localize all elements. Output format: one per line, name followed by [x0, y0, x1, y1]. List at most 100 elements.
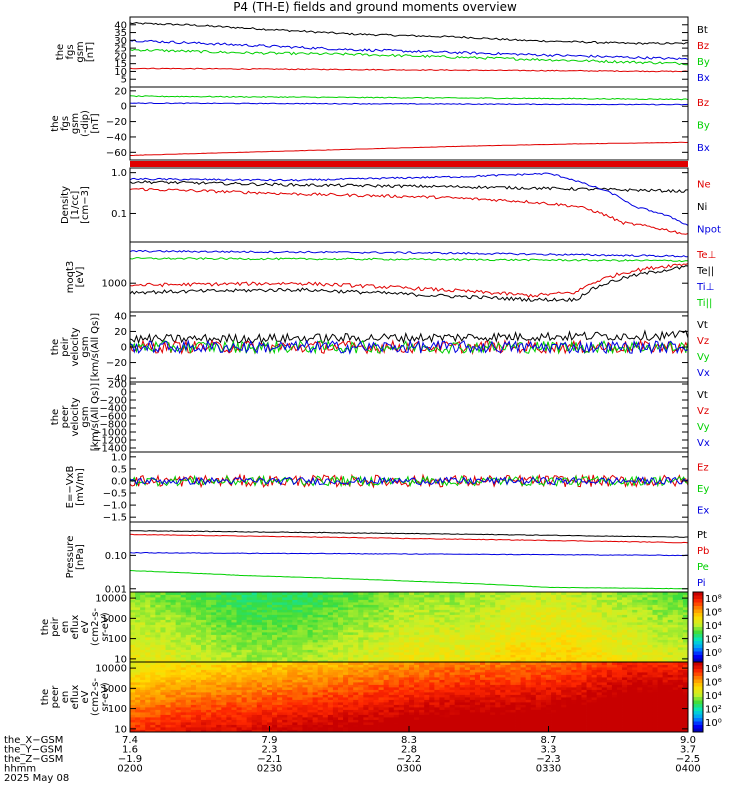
separator-bar — [130, 161, 688, 167]
legend-label: Pb — [697, 546, 709, 557]
series-line-Vx — [129, 338, 689, 355]
panel-3: Ne Ni Npot 1.0 0.1 Density [1/cc] [cm−3] — [60, 167, 721, 243]
heatmap-cells — [130, 662, 689, 733]
legend-label: Vt — [697, 320, 708, 331]
colorbar-segment — [693, 655, 703, 659]
legend-label: Vx — [697, 368, 710, 379]
colorbar: 10⁸ 10⁶ 10⁴ 10² 10⁰ — [692, 591, 722, 663]
y-axis-label-line: [mV/m] — [75, 468, 86, 506]
series-line-Pb — [129, 533, 689, 544]
legend-label: Bt — [697, 25, 708, 36]
y-axis-label-line: en — [60, 691, 71, 704]
y-axis-label-line: gsm — [75, 41, 86, 62]
y-tick-label: −0.5 — [103, 489, 127, 500]
y-tick-label: 20 — [114, 86, 127, 97]
panel-4: Te⊥ Te|| Ti⊥ Ti|| 1000 moqt3 [eV] — [65, 241, 716, 313]
y-tick-label: −400 — [100, 404, 127, 415]
y-axis-label-line: the — [55, 44, 66, 60]
colorbar: 10⁸ 10⁶ 10⁴ 10² 10⁰ — [692, 661, 722, 733]
x-tick-label: 8.7 — [541, 735, 557, 746]
y-axis-label: Pressure [nPa] — [65, 536, 86, 579]
legend-label: Pt — [697, 530, 707, 541]
colorbar-segment — [693, 728, 703, 733]
panel-5: Vt Vz Vy Vx 40 20 0 −20 −40 the peir velocity gsm [km… — [50, 311, 710, 384]
y-axis-label-line: the — [40, 689, 51, 705]
y-tick-label: 0 — [121, 343, 127, 354]
y-tick-label: −600 — [100, 412, 127, 423]
colorbar-tick-label: 10⁰ — [705, 648, 722, 659]
colorbar-tick-label: 10² — [705, 635, 722, 646]
legend-label: Vz — [697, 406, 709, 417]
y-axis-label-line: sr-eV) — [100, 682, 111, 711]
colorbar-tick-label: 10⁶ — [705, 678, 722, 689]
x-tick-label: 3.7 — [680, 745, 696, 756]
panel-frame — [129, 381, 689, 453]
x-tick-label: 1.6 — [122, 745, 138, 756]
legend-label: Ex — [697, 505, 709, 516]
panel-6: Vt Vz Vy Vx 2000−200−400−600−800−1000−1200−1… — [50, 380, 710, 455]
x-row-label: 2025 May 08 — [4, 773, 69, 784]
series-line-Bx — [129, 39, 689, 61]
y-tick-label: −1200 — [93, 436, 127, 447]
panel-7: Ez Ey Ex 1.00.50.0 −0.5−1.0−1.5 E=−VxB [mV/m] — [65, 451, 709, 524]
colorbar-segment — [693, 623, 703, 628]
x-row-label: the_X−GSM — [4, 735, 63, 746]
y-axis-label-line: E=−VxB — [65, 466, 76, 509]
y-axis-label: E=−VxB [mV/m] — [65, 466, 86, 509]
y-tick-label: 1000 — [102, 279, 127, 290]
series-line-By — [129, 48, 689, 66]
y-axis-label: Density [1/cc] [cm−3] — [60, 186, 91, 224]
colorbar-segment — [693, 697, 703, 701]
y-tick-label: −800 — [100, 420, 127, 431]
legend-label: By — [697, 121, 710, 132]
legend-label: By — [697, 57, 710, 68]
y-axis-label-line: peir — [50, 616, 61, 636]
y-tick-label: 1000 — [102, 684, 127, 695]
y-tick-label: 100 — [108, 634, 127, 645]
x-row-label: the_Z−GSM — [4, 754, 63, 765]
y-tick-label: 100 — [108, 704, 127, 715]
y-axis-label-line: the — [40, 619, 51, 635]
x-tick-label: 7.4 — [122, 735, 138, 746]
series-line-Bt — [129, 21, 688, 45]
y-axis-label-line: eV — [80, 620, 91, 633]
legend-label: Pi — [697, 578, 706, 589]
legend-label: Vx — [697, 438, 710, 449]
y-tick-label: 30 — [114, 36, 127, 47]
y-tick-label: 20 — [114, 327, 127, 338]
colorbar-tick-label: 10⁸ — [705, 664, 722, 675]
colorbar-tick-label: 10⁴ — [705, 621, 722, 632]
y-axis-label-line: (-dip) — [80, 110, 91, 137]
y-tick-label: 1.0 — [111, 452, 127, 463]
legend-label: Ey — [697, 484, 709, 495]
y-axis-label-line: peir — [60, 336, 71, 356]
colorbar-segment — [693, 665, 703, 670]
x-tick-label: −2.5 — [676, 754, 700, 765]
y-axis-label-line: sr-eV) — [100, 612, 111, 641]
colorbar-segment — [693, 609, 703, 614]
y-tick-label: 25 — [114, 44, 127, 55]
legend-label: Ti⊥ — [696, 282, 714, 293]
legend-label: Ti|| — [696, 298, 712, 309]
colorbar-segment — [693, 679, 703, 684]
colorbar-segment — [693, 718, 703, 722]
colorbar-segment — [693, 721, 703, 726]
y-tick-label: −20 — [106, 117, 127, 128]
legend-label: Ni — [697, 202, 707, 213]
x-tick-label: 7.9 — [262, 735, 278, 746]
colorbar-segment — [693, 676, 703, 680]
series-line-Te|| — [129, 265, 689, 303]
y-tick-label: 40 — [114, 20, 127, 31]
y-axis-label-line: [nT] — [90, 113, 101, 133]
colorbar-segment — [693, 690, 703, 694]
colorbar-segment — [693, 658, 703, 663]
colorbar-segment — [693, 651, 703, 656]
colorbar-segment — [693, 613, 703, 617]
panel-frame — [129, 86, 689, 161]
y-axis-label-line: [eV] — [75, 267, 86, 288]
y-axis-label-line: fgs — [65, 44, 76, 59]
colorbar-segment — [693, 644, 703, 649]
y-tick-label: −60 — [106, 148, 127, 159]
colorbar-segment — [693, 599, 703, 603]
